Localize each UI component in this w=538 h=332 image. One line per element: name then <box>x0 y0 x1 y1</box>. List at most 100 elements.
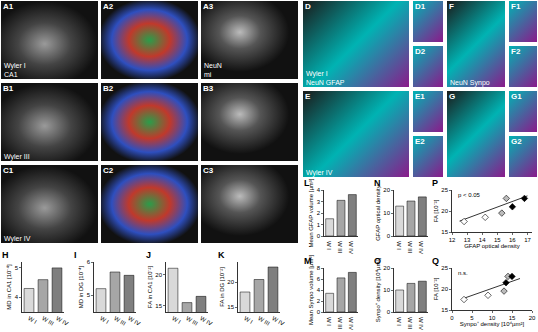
svg-text:W III: W III <box>41 315 55 327</box>
svg-text:20: 20 <box>441 208 448 214</box>
html-text:Wyler I: Wyler I <box>4 62 26 69</box>
html-text:B2: B2 <box>103 84 114 93</box>
html-text:B1: B1 <box>3 84 14 93</box>
html-text:D1: D1 <box>415 2 426 11</box>
svg-text:0: 0 <box>317 309 321 315</box>
svg-text:0: 0 <box>450 315 454 321</box>
svg-text:W III: W III <box>113 315 127 327</box>
svg-text:14: 14 <box>479 237 486 243</box>
svg-text:p < 0.05: p < 0.05 <box>458 192 481 198</box>
html-text:E2: E2 <box>415 137 425 146</box>
svg-text:W I: W I <box>396 241 402 250</box>
svg-text:2: 2 <box>317 298 321 304</box>
svg-text:W III: W III <box>337 317 343 330</box>
svg-text:Mean GFAP volume [µm³]: Mean GFAP volume [µm³] <box>308 178 314 247</box>
svg-text:W IV: W IV <box>348 317 354 330</box>
svg-text:0: 0 <box>317 233 321 239</box>
svg-text:W I: W I <box>326 317 332 326</box>
html-text:G2: G2 <box>511 137 522 146</box>
svg-text:W I: W I <box>99 315 110 325</box>
svg-text:MD in DG [10⁻⁴]: MD in DG [10⁻⁴] <box>78 265 84 308</box>
html-text:NeuN: NeuN <box>204 62 222 69</box>
svg-text:15: 15 <box>509 315 516 321</box>
html-text:C3: C3 <box>203 166 214 175</box>
svg-text:5: 5 <box>470 315 474 321</box>
svg-text:W IV: W IV <box>418 317 424 330</box>
svg-text:5: 5 <box>87 292 91 298</box>
svg-text:4: 4 <box>15 294 19 300</box>
html-text:A2: A2 <box>103 2 114 11</box>
svg-text:20: 20 <box>383 187 390 193</box>
svg-text:16: 16 <box>509 237 516 243</box>
svg-text:W I: W I <box>396 317 402 326</box>
svg-text:W IV: W IV <box>199 315 213 327</box>
svg-text:W IV: W IV <box>418 241 424 254</box>
svg-text:20: 20 <box>441 286 448 292</box>
svg-text:W III: W III <box>407 317 413 330</box>
svg-text:W IV: W IV <box>55 315 69 327</box>
svg-text:W IV: W IV <box>348 241 354 254</box>
svg-text:FA in CA1 [10⁻²]: FA in CA1 [10⁻²] <box>147 265 153 308</box>
svg-text:20: 20 <box>383 265 390 271</box>
svg-text:Synpo⁺ density [10⁴µm²]: Synpo⁺ density [10⁴µm²] <box>375 257 381 322</box>
svg-text:5: 5 <box>15 265 19 271</box>
svg-text:15: 15 <box>441 229 448 235</box>
html-text:F1: F1 <box>511 2 521 11</box>
svg-text:0: 0 <box>387 233 391 239</box>
html-text:E1: E1 <box>415 92 425 101</box>
svg-text:10: 10 <box>383 287 390 293</box>
svg-text:W III: W III <box>407 241 413 254</box>
svg-text:4: 4 <box>317 187 321 193</box>
svg-text:W III: W III <box>257 315 271 327</box>
svg-text:W IV: W IV <box>127 315 141 327</box>
svg-text:20: 20 <box>227 279 234 285</box>
svg-text:12: 12 <box>449 237 456 243</box>
html-text:C1: C1 <box>3 166 14 175</box>
svg-text:3: 3 <box>317 199 321 205</box>
svg-text:W I: W I <box>243 315 254 325</box>
svg-text:W III: W III <box>337 241 343 254</box>
svg-text:W I: W I <box>27 315 38 325</box>
svg-text:n.s.: n.s. <box>458 270 468 276</box>
svg-text:15: 15 <box>441 307 448 313</box>
svg-text:MD in CA1 [10⁻⁴]: MD in CA1 [10⁻⁴] <box>6 264 12 310</box>
svg-text:6: 6 <box>87 259 91 265</box>
svg-text:15: 15 <box>227 304 234 310</box>
svg-text:15: 15 <box>155 303 162 309</box>
html-text:F2: F2 <box>511 47 521 56</box>
html-text:mi: mi <box>204 71 212 78</box>
svg-text:10: 10 <box>489 315 496 321</box>
svg-text:2: 2 <box>317 210 321 216</box>
html-text:A3: A3 <box>203 2 214 11</box>
svg-text:GFAP optical density: GFAP optical density <box>464 243 520 249</box>
svg-text:6: 6 <box>317 276 321 282</box>
svg-text:4: 4 <box>317 287 321 293</box>
html-text:CA1: CA1 <box>4 71 18 78</box>
svg-text:10: 10 <box>383 210 390 216</box>
svg-text:15: 15 <box>494 237 501 243</box>
svg-text:W III: W III <box>185 315 199 327</box>
html-text:M: M <box>304 256 312 266</box>
svg-text:Synpo⁺ density [10⁴µm²]: Synpo⁺ density [10⁴µm²] <box>460 321 525 327</box>
svg-text:FA [10⁻²]: FA [10⁻²] <box>433 277 439 300</box>
html-text:C2: C2 <box>103 166 114 175</box>
svg-text:FA in DG [10⁻²]: FA in DG [10⁻²] <box>219 267 225 307</box>
html-text:D2: D2 <box>415 47 426 56</box>
svg-text:W I: W I <box>171 315 182 325</box>
svg-text:17: 17 <box>524 237 531 243</box>
svg-text:25: 25 <box>441 265 448 271</box>
svg-text:20: 20 <box>155 272 162 278</box>
svg-text:8: 8 <box>317 265 321 271</box>
html-text:B3: B3 <box>203 84 214 93</box>
html-text:G1: G1 <box>511 92 522 101</box>
svg-text:W I: W I <box>326 241 332 250</box>
svg-text:13: 13 <box>464 237 471 243</box>
svg-text:1: 1 <box>317 222 321 228</box>
svg-text:W IV: W IV <box>271 315 285 327</box>
svg-text:FA [10⁻²]: FA [10⁻²] <box>433 199 439 222</box>
html-text:A1: A1 <box>3 2 14 11</box>
svg-text:GFAP optical density: GFAP optical density <box>375 185 381 241</box>
svg-text:20: 20 <box>529 315 536 321</box>
svg-text:25: 25 <box>441 187 448 193</box>
svg-text:0: 0 <box>387 309 391 315</box>
